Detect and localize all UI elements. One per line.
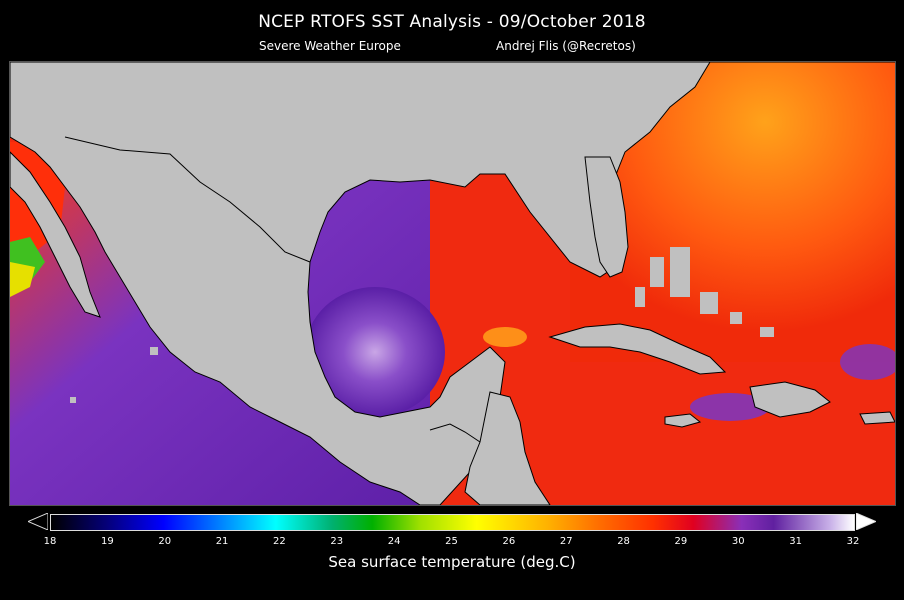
- bahamas-5: [760, 327, 774, 337]
- bahamas-2: [670, 247, 690, 297]
- yucatan-orange: [483, 327, 527, 347]
- baja-california: [10, 151, 101, 318]
- colorbar-tick-23: 23: [330, 536, 344, 547]
- caribbean-purple-2: [840, 344, 895, 380]
- colorbar-extend-low: [28, 513, 48, 530]
- colorbar-tick-19: 19: [100, 536, 114, 547]
- caribbean-purple-1: [690, 393, 770, 421]
- source-label: Severe Weather Europe: [259, 39, 401, 53]
- colorbar-tick-21: 21: [215, 536, 229, 547]
- bahamas-1: [650, 257, 664, 287]
- central-america: [464, 391, 551, 505]
- map-title: NCEP RTOFS SST Analysis - 09/October 201…: [258, 12, 646, 32]
- us-mexico-border: [64, 136, 311, 263]
- pacific-yellow-patch: [10, 262, 35, 297]
- colorbar-tick-29: 29: [674, 536, 688, 547]
- pacific-island-2: [70, 397, 76, 403]
- colorbar-tick-24: 24: [387, 536, 401, 547]
- colorbar-tick-22: 22: [273, 536, 286, 547]
- hispaniola: [749, 381, 831, 418]
- colorbar-label: Sea surface temperature (deg.C): [328, 553, 576, 571]
- guatemala-border: [429, 423, 481, 443]
- colorbar-tick-28: 28: [617, 536, 630, 547]
- colorbar-extend-high: [856, 513, 876, 530]
- colorbar-tick-26: 26: [502, 536, 516, 547]
- puerto-rico: [859, 411, 895, 425]
- pacific-island-1: [150, 347, 158, 355]
- colorbar-tick-32: 32: [846, 536, 860, 547]
- colorbar-tick-20: 20: [158, 536, 172, 547]
- colorbar-tick-30: 30: [731, 536, 745, 547]
- gulf-purple-pool: [305, 287, 445, 417]
- cuba: [548, 323, 727, 375]
- florida-peninsula: [584, 156, 629, 278]
- colorbar-tick-25: 25: [445, 536, 458, 547]
- sst-map: [9, 61, 896, 506]
- colorbar: [50, 514, 855, 531]
- bahamas-4: [730, 312, 742, 324]
- bahamas-3: [700, 292, 718, 314]
- colorbar-tick-18: 18: [43, 536, 57, 547]
- jamaica: [664, 413, 702, 428]
- author-label: Andrej Flis (@Recretos): [496, 39, 636, 53]
- bahamas-6: [635, 287, 645, 307]
- colorbar-tick-27: 27: [559, 536, 573, 547]
- colorbar-tick-31: 31: [789, 536, 803, 547]
